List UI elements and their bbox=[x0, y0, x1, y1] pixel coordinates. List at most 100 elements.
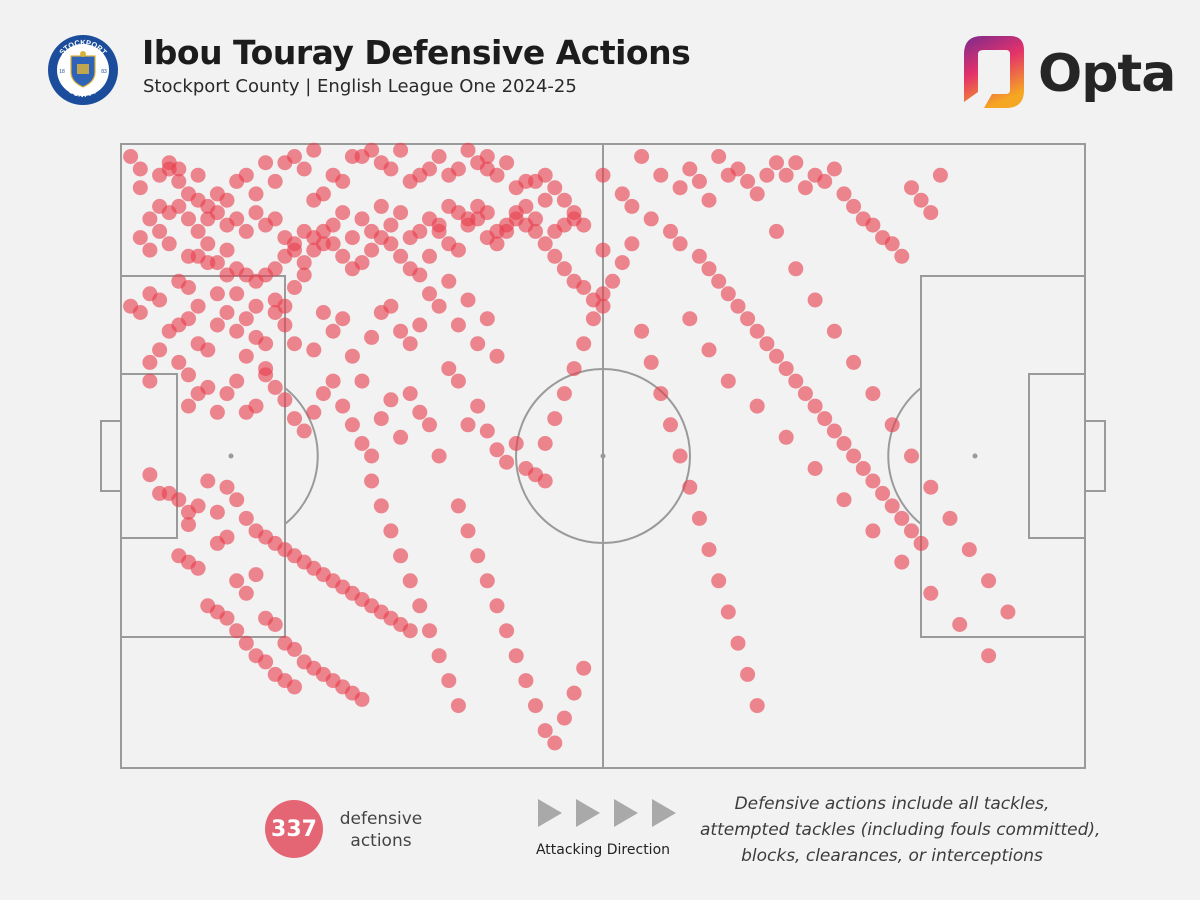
right-goal bbox=[1084, 420, 1106, 492]
defensive-action-point bbox=[287, 411, 302, 427]
defensive-action-point bbox=[904, 523, 919, 539]
defensive-action-point bbox=[267, 617, 283, 632]
defensive-action-point bbox=[277, 248, 293, 264]
defensive-action-point bbox=[441, 673, 457, 689]
crest-lion-icon bbox=[77, 64, 89, 74]
defensive-action-point bbox=[258, 155, 274, 171]
defensive-action-point bbox=[142, 354, 158, 370]
defensive-action-point bbox=[229, 211, 245, 227]
defensive-action-point bbox=[769, 155, 784, 171]
defensive-action-point bbox=[846, 198, 862, 214]
defensive-action-point bbox=[364, 242, 380, 258]
defensive-action-point bbox=[296, 267, 312, 283]
defensive-action-point bbox=[566, 685, 582, 701]
defensive-action-point bbox=[431, 149, 447, 164]
defensive-action-point bbox=[238, 311, 254, 327]
defensive-action-point bbox=[460, 142, 476, 158]
defensive-action-point bbox=[200, 236, 216, 252]
defensive-action-point bbox=[547, 248, 563, 264]
defensive-action-point bbox=[248, 298, 264, 314]
right-six-yard-box bbox=[1028, 373, 1086, 539]
defensive-action-point bbox=[344, 417, 360, 433]
defensive-action-point bbox=[335, 173, 351, 189]
defensive-action-point bbox=[412, 404, 428, 420]
defensive-action-point bbox=[952, 617, 968, 632]
defensive-action-point bbox=[190, 298, 206, 314]
defensive-action-point bbox=[460, 292, 476, 308]
defensive-action-point bbox=[450, 498, 466, 514]
defensive-action-point bbox=[566, 361, 582, 377]
defensive-action-point bbox=[672, 180, 688, 196]
defensive-action-point bbox=[720, 373, 736, 389]
defensive-action-point bbox=[315, 305, 331, 320]
defensive-action-point bbox=[238, 167, 254, 183]
defensive-action-point bbox=[691, 510, 707, 526]
defensive-action-point bbox=[277, 392, 293, 408]
defensive-action-point bbox=[807, 461, 823, 476]
defensive-action-point bbox=[576, 660, 592, 676]
defensive-action-point bbox=[682, 311, 698, 327]
defensive-action-point bbox=[701, 261, 717, 277]
defensive-action-point bbox=[422, 248, 437, 264]
defensive-action-point bbox=[740, 666, 756, 682]
defensive-action-point bbox=[171, 198, 187, 214]
club-crest-logo: STOCKPORT COUNTY FC 18 83 bbox=[48, 35, 118, 105]
defensive-action-point bbox=[855, 461, 871, 476]
defensive-action-point bbox=[373, 498, 389, 514]
defensive-action-point bbox=[181, 517, 196, 533]
defensive-action-point bbox=[904, 180, 919, 196]
defensive-action-point bbox=[190, 498, 206, 514]
defensive-action-point bbox=[287, 641, 302, 657]
defensive-action-point bbox=[528, 698, 543, 714]
defensive-action-point bbox=[200, 379, 216, 395]
defensive-action-point bbox=[219, 479, 235, 495]
count-label-line-1: defensive bbox=[339, 809, 423, 829]
direction-arrow-icon bbox=[576, 799, 600, 827]
defensive-action-point bbox=[431, 223, 447, 239]
defensive-actions-points bbox=[123, 142, 1016, 751]
defensive-action-point bbox=[499, 223, 515, 239]
defensive-action-point bbox=[258, 367, 274, 383]
defensive-action-point bbox=[181, 280, 196, 295]
defensive-action-point bbox=[836, 436, 852, 451]
count-label-line-2: actions bbox=[350, 831, 412, 851]
defensive-action-point bbox=[701, 192, 717, 208]
defensive-action-point bbox=[663, 223, 678, 239]
defensive-action-point bbox=[200, 473, 216, 489]
defensive-action-point bbox=[335, 205, 351, 221]
defensive-action-point bbox=[190, 223, 206, 239]
defensive-action-point bbox=[595, 286, 611, 302]
defensive-action-point bbox=[450, 242, 466, 258]
defensive-action-point bbox=[556, 192, 572, 208]
defensive-action-point bbox=[740, 173, 756, 189]
defensive-action-point bbox=[267, 261, 283, 277]
defensive-action-point bbox=[556, 710, 572, 726]
defensive-action-point bbox=[315, 386, 331, 402]
direction-arrow-icon bbox=[652, 799, 676, 827]
defensive-action-point bbox=[287, 236, 302, 252]
defensive-action-point bbox=[923, 585, 939, 601]
defensive-action-point bbox=[287, 336, 302, 352]
defensive-action-point bbox=[846, 448, 862, 464]
defensive-action-point bbox=[826, 323, 842, 339]
defensive-action-point bbox=[769, 348, 784, 364]
definition-note: Defensive actions include all tackles, a… bbox=[700, 791, 1100, 869]
defensive-action-point bbox=[730, 635, 746, 651]
defensive-action-point bbox=[383, 392, 399, 408]
defensive-action-point bbox=[537, 436, 553, 451]
defensive-action-point bbox=[142, 211, 158, 227]
defensive-action-point bbox=[663, 417, 678, 433]
count-value: 337 bbox=[271, 816, 317, 842]
right-penalty-area bbox=[920, 275, 1086, 638]
attacking-direction-label: Attacking Direction bbox=[535, 842, 671, 858]
defensive-action-point bbox=[402, 573, 418, 589]
left-six-yard-box bbox=[120, 373, 178, 539]
defensive-action-point bbox=[412, 598, 428, 614]
defensive-action-point bbox=[373, 198, 389, 214]
defensive-action-point bbox=[788, 261, 804, 277]
defensive-action-point bbox=[219, 386, 235, 402]
defensive-action-point bbox=[296, 161, 312, 177]
defensive-action-point bbox=[431, 648, 447, 664]
defensive-action-point bbox=[209, 205, 225, 221]
